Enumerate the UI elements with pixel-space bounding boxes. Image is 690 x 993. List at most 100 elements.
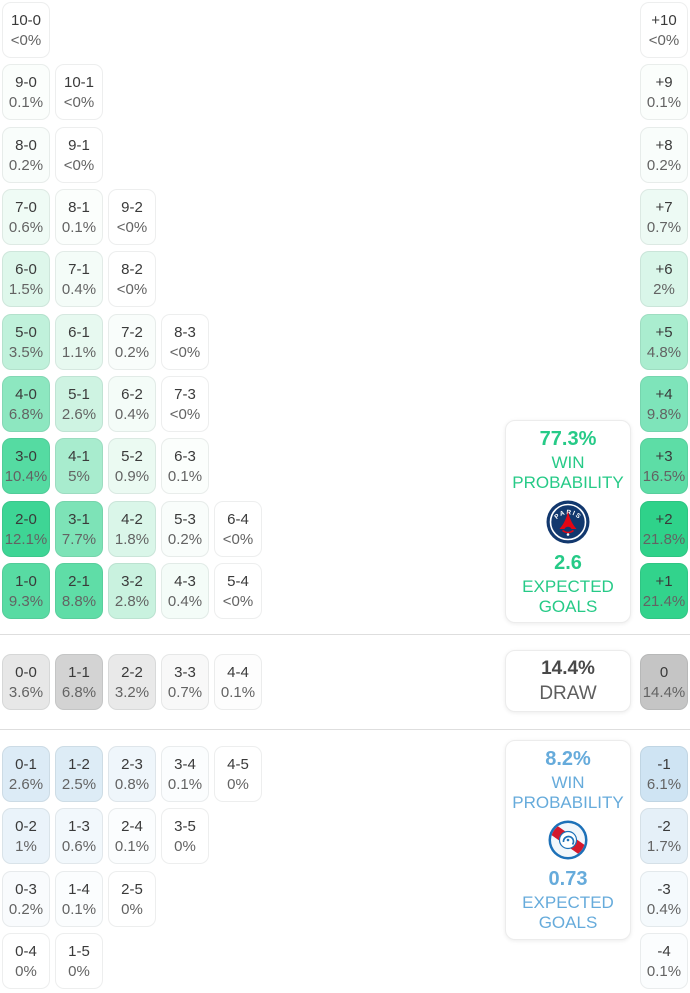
cell-probability-label: <0% xyxy=(116,280,148,298)
cell-score-label: 2-3 xyxy=(121,755,143,773)
goal-diff-cell-+7: +7 0.7% xyxy=(640,189,688,245)
cell-probability-label: 0.2% xyxy=(8,900,44,918)
cell-probability-label: 0.1% xyxy=(167,467,203,485)
cell-score-label: 4-5 xyxy=(227,755,249,773)
goal-diff-cell--1: -1 6.1% xyxy=(640,746,688,802)
cell-score-label: 8-0 xyxy=(15,136,37,154)
cell-probability-label: 9.3% xyxy=(8,592,44,610)
cell-probability-label: 0.1% xyxy=(646,93,682,111)
cell-probability-label: 6.8% xyxy=(8,405,44,423)
cell-score-label: 7-3 xyxy=(174,385,196,403)
score-cell-6-1: 6-1 1.1% xyxy=(55,314,103,370)
cell-probability-label: <0% xyxy=(648,31,680,49)
score-cell-4-0: 4-0 6.8% xyxy=(2,376,50,432)
score-cell-4-3: 4-3 0.4% xyxy=(161,563,209,619)
cell-probability-label: 5% xyxy=(68,467,90,485)
score-cell-3-4: 3-4 0.1% xyxy=(161,746,209,802)
cell-score-label: +10 xyxy=(651,11,677,29)
score-cell-1-2: 1-2 2.5% xyxy=(55,746,103,802)
cell-score-label: 0-2 xyxy=(15,817,37,835)
cell-probability-label: 0.1% xyxy=(8,93,44,111)
cell-score-label: 0-1 xyxy=(15,755,37,773)
cell-probability-label: 2.6% xyxy=(8,775,44,793)
cell-probability-label: 1.7% xyxy=(646,837,682,855)
cell-probability-label: 3.5% xyxy=(8,343,44,361)
cell-score-label: 10-0 xyxy=(10,11,42,29)
cell-probability-label: 9.8% xyxy=(646,405,682,423)
cell-probability-label: 0.1% xyxy=(220,683,256,701)
cell-probability-label: <0% xyxy=(169,343,201,361)
cell-probability-label: 0% xyxy=(174,837,196,855)
cell-score-label: +7 xyxy=(655,198,673,216)
strasbourg-crest-icon xyxy=(548,820,588,860)
cell-score-label: 4-1 xyxy=(68,447,90,465)
score-cell-2-0: 2-0 12.1% xyxy=(2,501,50,557)
cell-probability-label: 7.7% xyxy=(61,530,97,548)
cell-score-label: +5 xyxy=(655,323,673,341)
home-win-probability: 77.3% xyxy=(539,427,597,450)
away-win-probability: 8.2% xyxy=(545,748,591,770)
score-cell-10-1: 10-1 <0% xyxy=(55,64,103,120)
draw-label: DRAW xyxy=(539,683,597,704)
home-expected-goals-label: EXPECTED GOALS xyxy=(522,576,614,616)
cell-score-label: +8 xyxy=(655,136,673,154)
score-cell-3-5: 3-5 0% xyxy=(161,808,209,864)
cell-score-label: 9-2 xyxy=(121,198,143,216)
goal-diff-cell-0: 0 14.4% xyxy=(640,654,688,710)
score-cell-7-0: 7-0 0.6% xyxy=(2,189,50,245)
cell-score-label: 3-1 xyxy=(68,510,90,528)
score-cell-1-1: 1-1 6.8% xyxy=(55,654,103,710)
score-cell-9-0: 9-0 0.1% xyxy=(2,64,50,120)
cell-probability-label: 0% xyxy=(68,962,90,980)
cell-probability-label: 2% xyxy=(653,280,675,298)
score-cell-2-2: 2-2 3.2% xyxy=(108,654,156,710)
score-cell-3-0: 3-0 10.4% xyxy=(2,438,50,494)
cell-probability-label: 0% xyxy=(227,775,249,793)
cell-probability-label: 0.1% xyxy=(61,218,97,236)
score-cell-3-3: 3-3 0.7% xyxy=(161,654,209,710)
cell-probability-label: 2.6% xyxy=(61,405,97,423)
cell-probability-label: 0.7% xyxy=(646,218,682,236)
cell-score-label: 6-4 xyxy=(227,510,249,528)
cell-score-label: 5-4 xyxy=(227,572,249,590)
cell-score-label: 2-2 xyxy=(121,663,143,681)
cell-score-label: +9 xyxy=(655,73,673,91)
cell-probability-label: 0.1% xyxy=(646,962,682,980)
score-cell-2-1: 2-1 8.8% xyxy=(55,563,103,619)
away-expected-goals: 0.73 xyxy=(548,868,588,890)
goal-diff-cell--3: -3 0.4% xyxy=(640,871,688,927)
home-win-summary-card: 77.3% WIN PROBABILITY PARIS 2.6 EXPECTED… xyxy=(505,420,631,623)
cell-score-label: 8-1 xyxy=(68,198,90,216)
goal-diff-cell-+1: +1 21.4% xyxy=(640,563,688,619)
cell-score-label: 5-1 xyxy=(68,385,90,403)
cell-score-label: 5-0 xyxy=(15,323,37,341)
cell-probability-label: 0.8% xyxy=(114,775,150,793)
cell-score-label: 2-4 xyxy=(121,817,143,835)
cell-score-label: 5-3 xyxy=(174,510,196,528)
cell-score-label: 1-0 xyxy=(15,572,37,590)
cell-score-label: -3 xyxy=(657,880,671,898)
cell-score-label: +6 xyxy=(655,260,673,278)
cell-score-label: +3 xyxy=(655,447,673,465)
cell-score-label: 10-1 xyxy=(63,73,95,91)
cell-probability-label: <0% xyxy=(169,405,201,423)
score-cell-2-4: 2-4 0.1% xyxy=(108,808,156,864)
score-cell-9-1: 9-1 <0% xyxy=(55,127,103,183)
cell-probability-label: 16.5% xyxy=(642,467,686,485)
score-cell-5-3: 5-3 0.2% xyxy=(161,501,209,557)
cell-score-label: 3-0 xyxy=(15,447,37,465)
cell-probability-label: 0.1% xyxy=(167,775,203,793)
cell-score-label: 8-3 xyxy=(174,323,196,341)
score-cell-4-4: 4-4 0.1% xyxy=(214,654,262,710)
score-cell-3-2: 3-2 2.8% xyxy=(108,563,156,619)
home-win-probability-label: WIN PROBABILITY xyxy=(512,452,624,492)
cell-probability-label: 8.8% xyxy=(61,592,97,610)
score-cell-0-0: 0-0 3.6% xyxy=(2,654,50,710)
cell-score-label: +1 xyxy=(655,572,673,590)
score-cell-1-5: 1-5 0% xyxy=(55,933,103,989)
score-cell-6-3: 6-3 0.1% xyxy=(161,438,209,494)
psg-crest-icon: PARIS xyxy=(546,500,590,543)
section-divider xyxy=(0,729,690,730)
cell-score-label: 2-0 xyxy=(15,510,37,528)
cell-score-label: 7-1 xyxy=(68,260,90,278)
